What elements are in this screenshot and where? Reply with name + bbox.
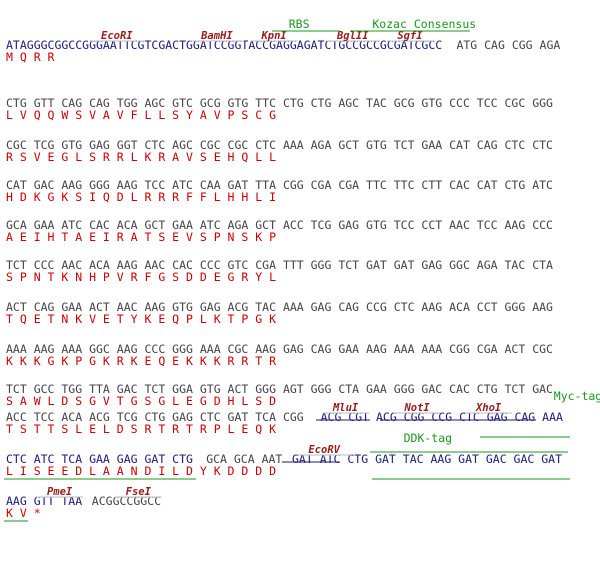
aa-seq-line: H D K G K S I Q D L R R R F F L H H L I [6, 190, 276, 204]
aa-seq-line: M Q R R [6, 50, 55, 64]
dna-seq-line: CAT GAC AAG GGG AAG TCC ATC CAA GAT TTA … [6, 178, 553, 192]
dna-seq-line: AAA AAG AAA GGC AAG CCC GGG AAA CGC AAG … [6, 342, 553, 356]
dna-seq-line: TCT CCC AAC ACA AAG AAC CAC CCC GTC CGA … [6, 258, 553, 272]
dna-seq-line: CGC TCG GTG GAG GGT CTC AGC CGC CGC CTC … [6, 138, 553, 152]
aa-seq-line: K V * [6, 506, 41, 520]
dna-seq-line: GAT ATC CTG GAT TAC AAG GAT GAC GAC GAT [292, 452, 562, 466]
dna-seq-line: TCT GCC TGG TTA GAC TCT GGA GTG ACT GGG … [6, 382, 553, 396]
dna-seq-line: GCA GCA AAT [206, 452, 282, 466]
enzyme-site-label: SgfI [397, 30, 423, 42]
enzyme-site-label: BglII [336, 30, 369, 42]
aa-seq-line: L I S E E D L A A N D I L D Y K D D D D [6, 464, 276, 478]
aa-seq-line: S P N T K N H P V R F G S D D E G R Y L [6, 270, 276, 284]
dna-seq-line: CTG GTT CAG CAG TGG AGC GTC GCG GTG TTC … [6, 96, 553, 110]
enzyme-site-label: XhoI [475, 402, 502, 414]
aa-seq-line: S A W L D S G V T G S G L E G D H L S D [6, 394, 276, 408]
feature-label: RBS [289, 17, 310, 31]
dna-seq-line: ATG CAG CGG AGA [456, 38, 560, 52]
enzyme-site-label: NotI [403, 402, 430, 414]
enzyme-site-label: FseI [126, 486, 152, 498]
aa-seq-line: T S T T S L E L D S R T R T R P L E Q K [6, 422, 276, 436]
dna-seq-line: CTC ATC TCA GAA GAG GAT CTG [6, 452, 193, 466]
enzyme-site-label: EcoRI [101, 30, 133, 42]
aa-seq-line: A E I H T A E I R A T S E V S P N S K P [6, 230, 276, 244]
dna-seq-line: ACT CAG GAA ACT AAC AAG GTG GAG ACG TAC … [6, 300, 553, 314]
enzyme-site-label: BamHI [200, 30, 233, 42]
dna-seq-line: ACC TCC ACA ACG TCG CTG GAG CTC GAT TCA … [6, 410, 304, 424]
feature-label: Kozac Consensus [372, 17, 476, 31]
enzyme-site-label: KpnI [260, 30, 287, 42]
dna-seq-line: GCA GAA ATC CAC ACA GCT GAA ATC AGA GCT … [6, 218, 553, 232]
feature-label: DDK-tag [404, 431, 452, 445]
aa-seq-line: L V Q Q W S V A V F L L S Y A V P S C G [6, 108, 276, 122]
enzyme-site-label: PmeI [47, 486, 73, 498]
aa-seq-line: K K K G K P G K R K E Q E K K K R R T R [6, 354, 276, 368]
aa-seq-line: T Q E T N K V E T Y K E Q P L K T P G K [6, 312, 276, 326]
enzyme-site-label: MluI [332, 402, 359, 414]
enzyme-site-label: EcoRV [308, 444, 340, 456]
feature-label: Myc-tag [554, 389, 600, 403]
aa-seq-line: R S V E G L S R R L K R A V S E H Q L L [6, 150, 276, 164]
